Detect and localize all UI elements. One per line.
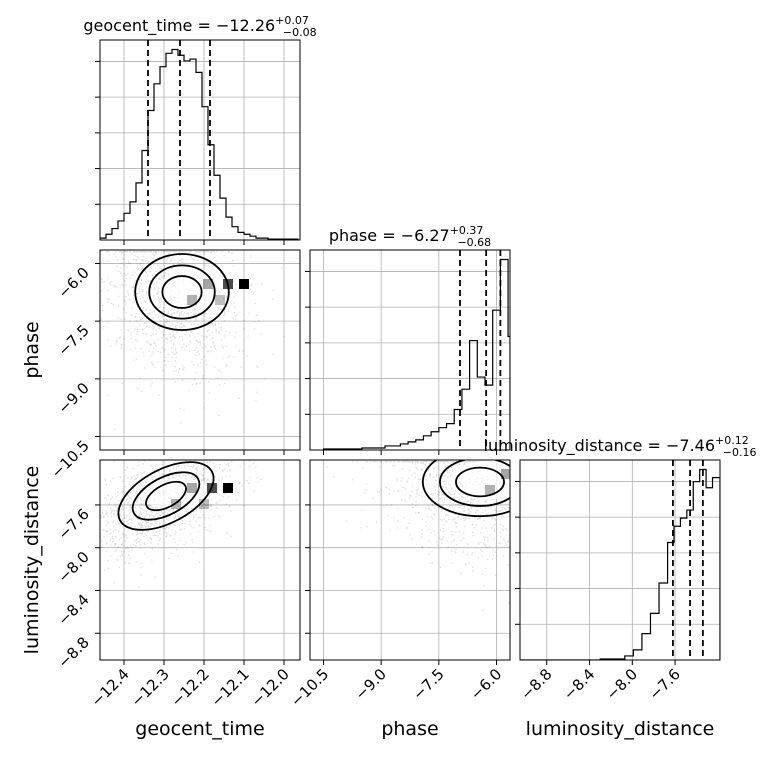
contour-line: [455, 466, 505, 498]
panel-phase-vs-luminosity_distance: [305, 459, 547, 665]
contour-line: [145, 480, 187, 512]
y-tick-label: −8.4: [54, 591, 92, 629]
panel-geocent_time-vs-luminosity_distance: [95, 459, 301, 665]
x-tick-label: −8.4: [560, 665, 598, 703]
x-tick-label: −12.0: [248, 665, 293, 710]
contour-line: [439, 460, 510, 507]
panel-frame: [99, 459, 301, 661]
x-tick-label: −7.5: [409, 665, 447, 703]
x-axis-label: luminosity_distance: [526, 718, 715, 740]
x-tick-label: −8.8: [517, 665, 555, 703]
panel-title: phase = −6.27+0.37 −0.68: [329, 224, 491, 249]
contour-line: [131, 471, 201, 521]
density-cell: [521, 469, 531, 479]
y-tick-label: −6.0: [54, 264, 92, 302]
y-tick-label: −8.0: [54, 548, 92, 586]
axis-labels: geocent_time phase luminosity_distancephas…: [21, 321, 714, 740]
sample-points: [100, 251, 285, 431]
x-tick-label: −10.5: [287, 665, 332, 710]
panel-frame: [99, 39, 301, 241]
y-tick-label: −9.0: [54, 379, 92, 417]
y-tick-label: −7.6: [54, 505, 92, 543]
panel-title: luminosity_distance = −7.46+0.12 −0.16: [484, 434, 757, 459]
histogram-step-line: [520, 468, 720, 660]
hist-panel-luminosity_distance: luminosity_distance = −7.46+0.12 −0.16: [484, 434, 757, 665]
panel-frame: [309, 459, 511, 661]
density-cell: [239, 279, 249, 289]
density-cell: [215, 295, 225, 305]
density-cell: [537, 469, 547, 479]
density-cell: [485, 485, 495, 495]
density-cell: [513, 485, 523, 495]
histogram-step-line: [100, 48, 299, 240]
y-axis-label: phase: [21, 321, 43, 378]
x-tick-label: −12.1: [208, 665, 253, 710]
x-tick-label: −6.0: [467, 665, 505, 703]
density-fill: [159, 268, 225, 312]
x-axis-label: phase: [381, 718, 438, 740]
sample-points: [100, 460, 270, 588]
panel-frame: [519, 459, 721, 661]
contour-line: [117, 461, 215, 531]
x-tick-label: −12.4: [88, 665, 133, 710]
contour-line: [134, 253, 230, 331]
density-cell: [199, 499, 209, 509]
y-axis-label: luminosity_distance: [21, 466, 43, 655]
hist-panel-phase: phase = −6.27+0.37 −0.68: [305, 224, 511, 455]
panel-geocent_time-vs-phase: [95, 249, 301, 455]
x-axis-label: geocent_time: [135, 718, 264, 740]
density-cell: [187, 483, 197, 493]
contour-line: [148, 264, 216, 320]
y-tick-label: −7.5: [54, 321, 92, 359]
hist-panel-geocent_time: geocent_time = −12.26+0.07 −0.08: [83, 14, 317, 245]
x-tick-label: −8.0: [603, 665, 641, 703]
x-tick-label: −12.2: [168, 665, 213, 710]
x-tick-label: −9.0: [351, 665, 389, 703]
density-fill: [140, 478, 212, 510]
y-tick-label: −8.8: [54, 633, 92, 671]
contour-line: [421, 460, 510, 518]
panel-title: geocent_time = −12.26+0.07 −0.08: [83, 14, 316, 39]
x-tick-label: −12.3: [128, 665, 173, 710]
histogram-step-line: [322, 258, 510, 450]
density-cell: [187, 295, 197, 305]
panel-frame: [309, 249, 511, 451]
density-cell: [501, 469, 510, 479]
panel-frame: [99, 249, 301, 451]
contour-line: [161, 275, 203, 309]
sample-points: [326, 461, 510, 611]
density-cell: [203, 279, 213, 289]
density-cell: [223, 483, 233, 493]
x-tick-label: −7.6: [645, 665, 683, 703]
y-tick-label: −10.5: [48, 437, 93, 482]
